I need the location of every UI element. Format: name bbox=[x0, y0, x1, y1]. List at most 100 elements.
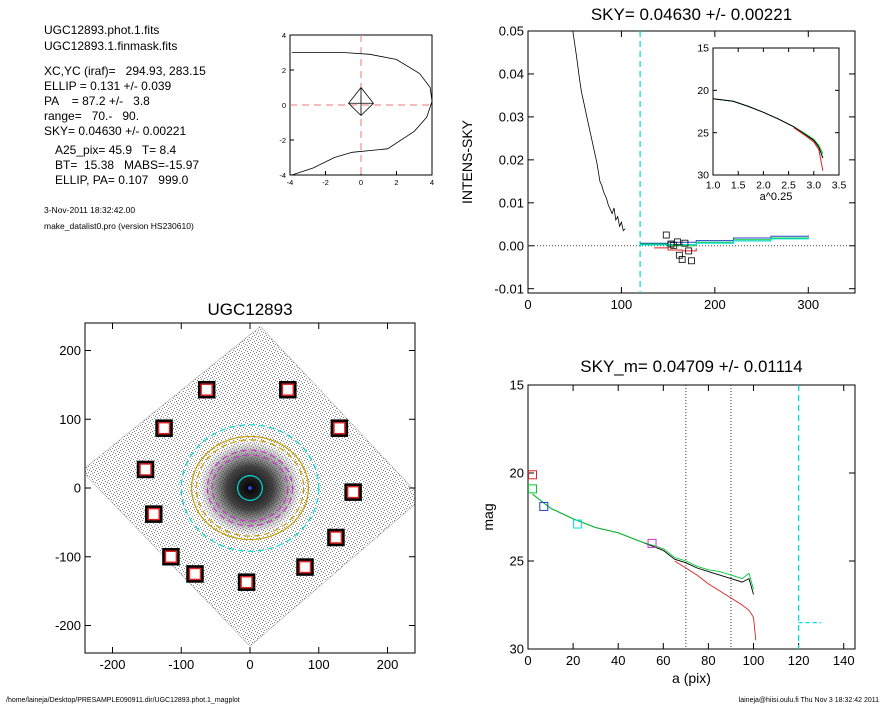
program-text: make_datalist0.pro (version HS230610) bbox=[44, 221, 194, 231]
intens-square-point bbox=[685, 247, 693, 255]
center-plot-xtick-label: -2 bbox=[322, 178, 329, 187]
center-plot-ytick-label: 0 bbox=[282, 101, 286, 110]
footer-path: /home/laineja/Desktop/PRESAMPLE090911.di… bbox=[6, 697, 240, 704]
intens-sky-xtick-label: 100 bbox=[611, 297, 633, 312]
inset-ytick-label: 20 bbox=[697, 85, 709, 97]
masked-star-red bbox=[346, 485, 360, 499]
center-plot-ytick-label: 2 bbox=[282, 66, 286, 75]
date-text: 3-Nov-2011 18:32:42.00 bbox=[44, 205, 136, 215]
galaxy-image-group bbox=[85, 326, 415, 647]
sky-m-xtick-label: 0 bbox=[524, 653, 531, 668]
sky-m-ytick-label: 25 bbox=[510, 554, 524, 569]
intens-sky-title: SKY= 0.04630 +/- 0.00221 bbox=[591, 5, 792, 24]
galaxy-image-ytick-label: 100 bbox=[59, 412, 81, 427]
galaxy-ellipse-magenta bbox=[206, 449, 294, 527]
center-plot-xtick-label: 0 bbox=[359, 178, 363, 187]
inset-xtick-label: 1.5 bbox=[731, 180, 746, 192]
intens-square-point bbox=[681, 239, 689, 247]
intens-sky-frame bbox=[527, 30, 856, 294]
galaxy-ellipse-yellow bbox=[190, 435, 310, 541]
galaxy-title: UGC12893 bbox=[207, 300, 292, 319]
masked-star bbox=[162, 548, 180, 566]
masked-star-red bbox=[281, 383, 295, 396]
intens-square-point bbox=[674, 238, 681, 246]
sky-m-xtick-label: 60 bbox=[656, 653, 670, 668]
intens-sky-ytick-label: 0.03 bbox=[499, 109, 524, 124]
intens-profile-line bbox=[572, 30, 626, 232]
galaxy-ellipse-cyan bbox=[180, 424, 320, 552]
masked-star-red bbox=[164, 550, 178, 563]
footer-user: laineja@hiisi.oulu.fi Thu Nov 3 18:32:42… bbox=[738, 697, 879, 704]
inset-xtick-label: 1.0 bbox=[706, 180, 721, 192]
inset-xtick-label: 3.5 bbox=[832, 180, 847, 192]
center-plot-xtick-label: 4 bbox=[430, 178, 434, 187]
masked-star-red bbox=[329, 531, 343, 544]
file1-text: UGC12893.phot.1.fits bbox=[44, 23, 160, 37]
masked-star-red bbox=[139, 463, 152, 476]
inset-ytick-label: 15 bbox=[697, 43, 709, 55]
sky-m-square-red bbox=[528, 470, 538, 480]
intens-square-point bbox=[662, 231, 670, 239]
inset-frame bbox=[712, 47, 840, 176]
masked-star-red bbox=[240, 575, 253, 589]
inset-xtick-label: 2.0 bbox=[756, 180, 771, 192]
galaxy-image-ytick-label: 200 bbox=[59, 343, 81, 358]
sky-m-xtick-label: 20 bbox=[566, 653, 580, 668]
file2-text: UGC12893.1.finmask.fits bbox=[44, 39, 178, 53]
sky-m-xtick-label: 80 bbox=[701, 653, 715, 668]
masked-star-red bbox=[298, 560, 312, 574]
pa-text: PA = 87.2 +/- 3.8 bbox=[44, 94, 150, 108]
sky-m-square-blue bbox=[539, 501, 549, 511]
center-plot-ytick-label: -4 bbox=[279, 171, 286, 180]
sky-m-square-magenta bbox=[647, 538, 657, 548]
galaxy-image-xtick-label: -100 bbox=[168, 657, 194, 672]
masked-star bbox=[136, 460, 155, 479]
sky-m-xtick-label: 140 bbox=[833, 653, 855, 668]
masked-star-red bbox=[157, 421, 171, 435]
masked-star bbox=[327, 528, 345, 547]
a25-text: A25_pix= 45.9 T= 8.4 bbox=[55, 143, 177, 157]
inset-ytick-label: 25 bbox=[697, 127, 709, 139]
galaxy-image-ytick-label: -100 bbox=[55, 549, 81, 564]
center-plot-ytick-label: -2 bbox=[279, 136, 286, 145]
masked-star bbox=[344, 483, 362, 501]
intens-sky-ytick-label: 0.00 bbox=[499, 238, 524, 253]
inset-xtick-label: 2.5 bbox=[781, 180, 796, 192]
sky-text: SKY= 0.04630 +/- 0.00221 bbox=[44, 124, 187, 138]
intens-sky-ytick-label: 0.01 bbox=[499, 195, 524, 210]
intens-sky-ylabel: INTENS-SKY bbox=[459, 119, 475, 204]
intens-sky-xtick-label: 200 bbox=[704, 297, 726, 312]
galaxy-image-ytick-label: 0 bbox=[74, 481, 81, 496]
inset-xtick-label: 3.0 bbox=[806, 180, 821, 192]
center-contour bbox=[291, 52, 433, 176]
inset-ytick-label: 30 bbox=[697, 170, 709, 182]
masked-star bbox=[186, 565, 204, 583]
masked-star bbox=[330, 419, 349, 437]
masked-star bbox=[145, 505, 163, 523]
inset-series-black bbox=[712, 98, 824, 159]
intens-square-point bbox=[688, 257, 695, 265]
center-plot-xtick-label: -4 bbox=[287, 178, 294, 187]
galaxy-image-ytick-label: -200 bbox=[55, 618, 81, 633]
intens-square-point bbox=[670, 241, 678, 249]
center-plot-xtick-label: 2 bbox=[394, 178, 398, 187]
intens-sky-ytick-label: 0.02 bbox=[499, 152, 524, 167]
sky-m-xtick-label: 40 bbox=[611, 653, 625, 668]
intens-series-red bbox=[654, 247, 697, 252]
masked-star bbox=[279, 380, 297, 399]
info-params: XC,YC (iraf)= 294.93, 283.15 ELLIP = 0.1… bbox=[44, 64, 206, 139]
galaxy-ellipse-cyan bbox=[237, 475, 263, 501]
sky-m-series-red bbox=[674, 560, 757, 641]
sky-m-frame bbox=[527, 384, 856, 650]
intens-sky-xtick-label: 0 bbox=[524, 297, 531, 312]
intens-square-point bbox=[678, 256, 686, 263]
inset-xlabel: a^0.25 bbox=[760, 191, 793, 203]
sky-m-xtick-label: 120 bbox=[788, 653, 810, 668]
sky-m-series-black bbox=[532, 493, 754, 595]
sky-m-ytick-label: 20 bbox=[510, 466, 524, 481]
intens-sky-ytick-label: -0.01 bbox=[494, 281, 524, 296]
masked-star bbox=[197, 380, 216, 399]
galaxy-image-xtick-label: 100 bbox=[308, 657, 330, 672]
intens-sky-ytick-label: 0.05 bbox=[499, 24, 524, 39]
